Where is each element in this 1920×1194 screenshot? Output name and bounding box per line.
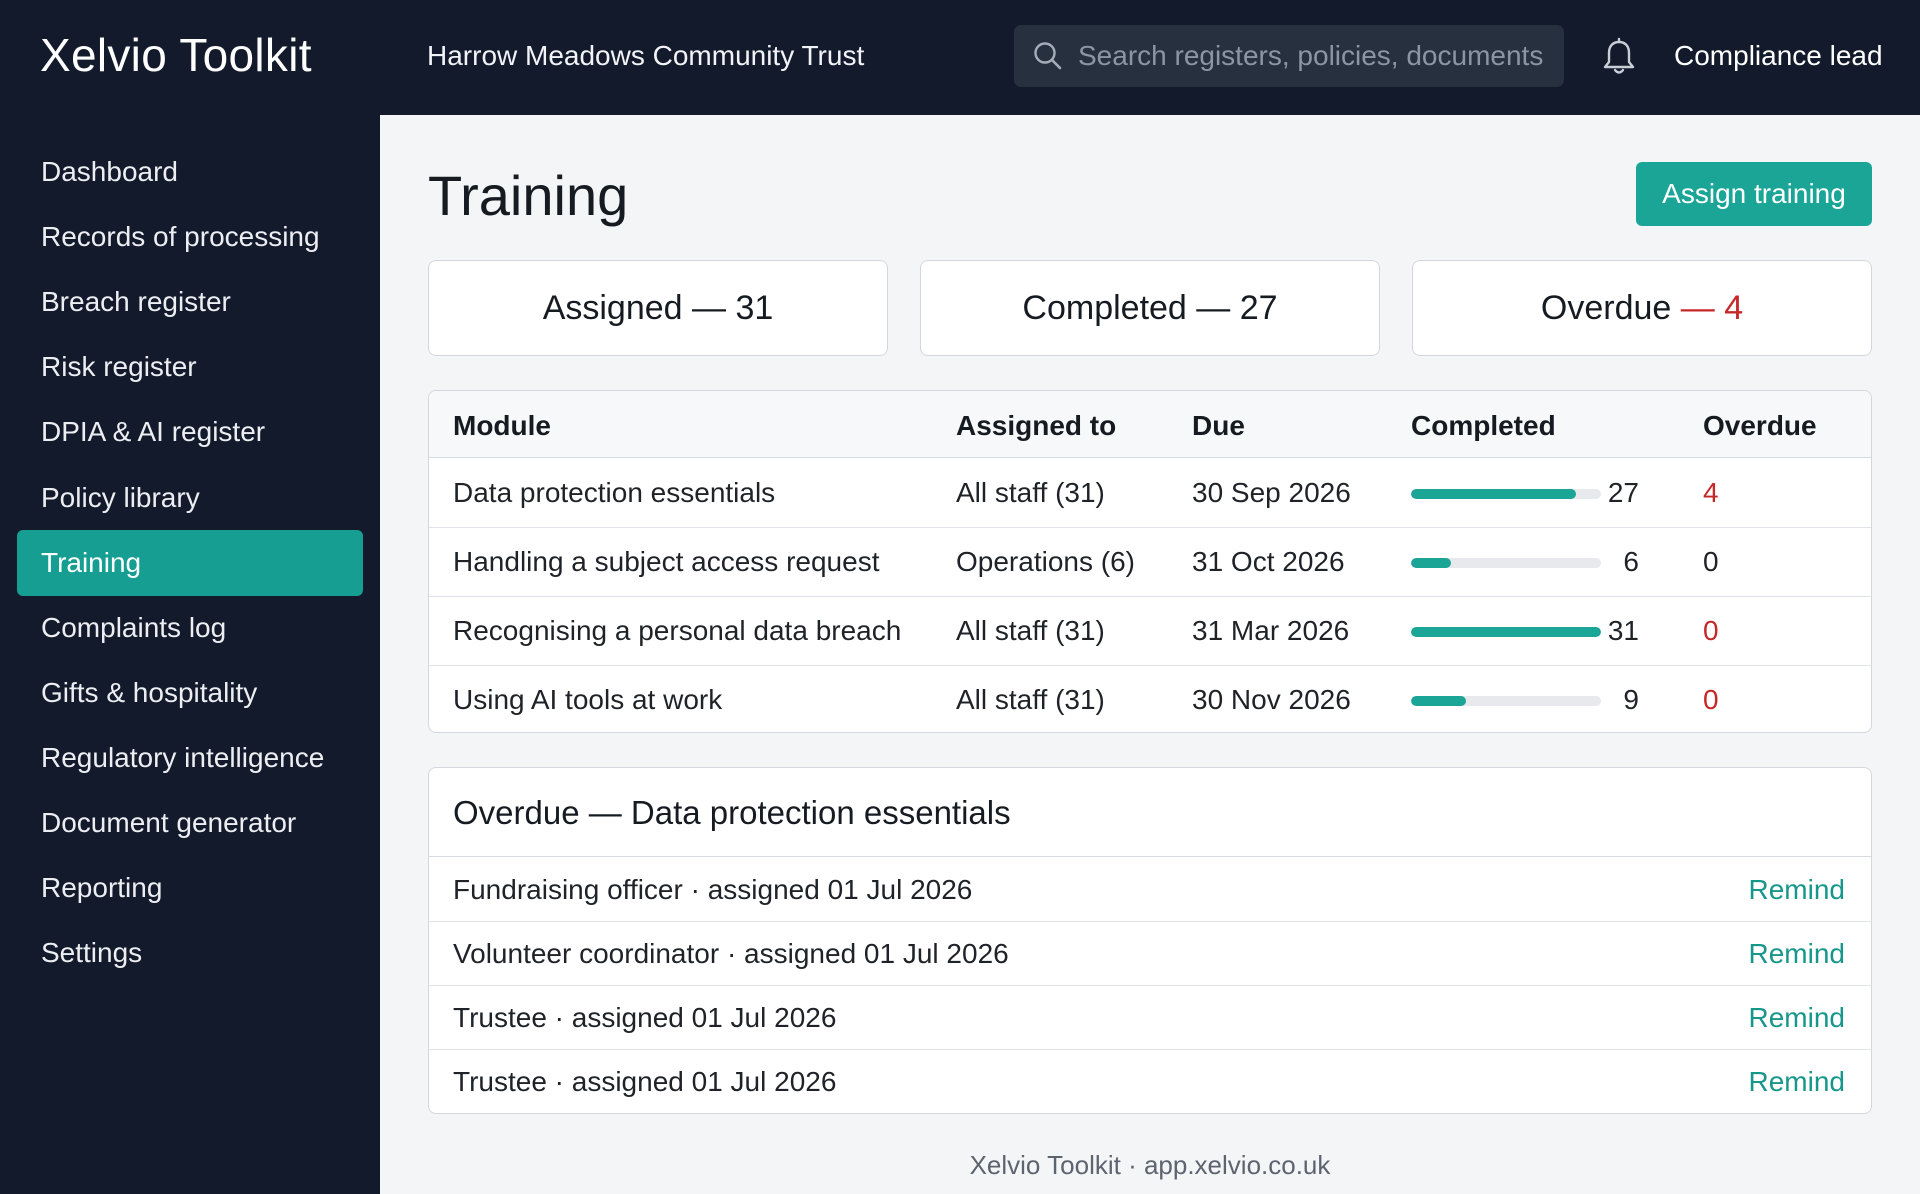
assigned-to: All staff (31) [956,684,1105,715]
completion-progress-bar [1411,489,1601,499]
overdue-list-header: Overdue — Data protection essentials [429,768,1871,857]
main-content: Training Assign training Assigned — 31 C… [380,115,1920,1194]
stat-card-overdue: Overdue — 4 [1412,260,1872,356]
training-table: Module Assigned to Due Completed Overdue… [428,390,1872,733]
sidebar-item-document-generator[interactable]: Document generator [41,807,297,838]
module-name: Recognising a personal data breach [453,615,902,646]
sidebar-item-complaints-log[interactable]: Complaints log [41,612,227,643]
search-box[interactable] [1014,25,1564,87]
overdue-list: Overdue — Data protection essentials Fun… [428,767,1872,1114]
remind-link[interactable]: Remind [1748,1066,1845,1097]
table-row[interactable]: Recognising a personal data breach All s… [429,597,1871,666]
list-item: Volunteer coordinator · assigned 01 Jul … [429,922,1871,986]
module-name: Data protection essentials [453,477,776,508]
module-name: Handling a subject access request [453,546,880,577]
sidebar-item-settings[interactable]: Settings [41,937,143,968]
sidebar-item-policy-library[interactable]: Policy library [41,482,200,513]
sidebar-item-reporting[interactable]: Reporting [41,872,163,903]
remind-link[interactable]: Remind [1748,874,1845,905]
sidebar-item-dashboard[interactable]: Dashboard [41,156,178,187]
due-date: 31 Oct 2026 [1192,546,1345,577]
completion-progress-bar [1411,696,1601,706]
progress-fill [1411,696,1467,706]
completed-count: 27 [1607,477,1639,508]
top-bar: Xelvio Toolkit Harrow Meadows Community … [0,0,1920,115]
table-row[interactable]: Using AI tools at work All staff (31) 30… [429,666,1871,732]
overdue-assignee: Fundraising officer · assigned 01 Jul 20… [453,874,973,905]
stat-overdue-value: — 4 [1680,289,1744,327]
user-menu[interactable]: Compliance lead [1674,40,1883,71]
app-title[interactable]: Xelvio Toolkit [40,29,312,81]
column-header-module[interactable]: Module [453,410,551,441]
footer: Xelvio Toolkit · app.xelvio.co.uk [969,1150,1331,1180]
completed-count: 6 [1623,546,1639,577]
sidebar-item-dpia-ai-register[interactable]: DPIA & AI register [41,416,266,447]
overdue-list-title: Overdue — Data protection essentials [453,794,1011,831]
stat-card-assigned: Assigned — 31 [428,260,888,356]
table-header: Module Assigned to Due Completed Overdue [429,391,1871,458]
overdue-assignee: Trustee · assigned 01 Jul 2026 [453,1066,837,1097]
overdue-assignee: Volunteer coordinator · assigned 01 Jul … [453,938,1009,969]
sidebar-item-training[interactable]: Training [17,530,363,596]
stat-completed-label: Completed — [1022,289,1240,327]
overdue-count: 0 [1703,615,1719,646]
stat-completed-value: 27 [1239,289,1278,327]
table-row[interactable]: Data protection essentials All staff (31… [429,459,1871,528]
sidebar-item-gifts-hospitality[interactable]: Gifts & hospitality [41,677,258,708]
list-item: Fundraising officer · assigned 01 Jul 20… [429,858,1871,922]
remind-link[interactable]: Remind [1748,1002,1845,1033]
bell-icon[interactable] [1600,37,1638,77]
progress-fill [1411,558,1451,568]
search-icon [1034,42,1062,70]
organisation-name: Harrow Meadows Community Trust [427,40,865,71]
overdue-count: 0 [1703,684,1719,715]
table-row[interactable]: Handling a subject access request Operat… [429,528,1871,597]
sidebar-item-breach-register[interactable]: Breach register [41,286,231,317]
completed-count: 31 [1607,615,1639,646]
overdue-assignee: Trustee · assigned 01 Jul 2026 [453,1002,837,1033]
list-item: Trustee · assigned 01 Jul 2026 Remind [429,986,1871,1050]
overdue-count: 0 [1703,546,1719,577]
completed-count: 9 [1623,684,1639,715]
search-input[interactable] [1078,25,1548,87]
page-title: Training [428,164,629,227]
stat-assigned-value: 31 [735,289,774,327]
column-header-completed[interactable]: Completed [1411,410,1556,441]
due-date: 31 Mar 2026 [1192,615,1350,646]
assign-training-button[interactable]: Assign training [1636,162,1872,226]
column-header-assigned-to[interactable]: Assigned to [956,410,1117,441]
module-name: Using AI tools at work [453,684,723,715]
assigned-to: All staff (31) [956,615,1105,646]
due-date: 30 Nov 2026 [1192,684,1351,715]
stat-assigned-label: Assigned — [542,289,736,327]
due-date: 30 Sep 2026 [1192,477,1351,508]
stat-overdue-label: Overdue [1540,289,1681,327]
overdue-count: 4 [1703,477,1719,508]
remind-link[interactable]: Remind [1748,938,1845,969]
progress-fill [1411,627,1601,637]
stat-card-completed: Completed — 27 [920,260,1380,356]
list-item: Trustee · assigned 01 Jul 2026 Remind [429,1050,1871,1113]
completion-progress-bar [1411,558,1601,568]
sidebar: Dashboard Records of processing Breach r… [0,115,380,1194]
completion-progress-bar [1411,627,1601,637]
sidebar-item-records-of-processing[interactable]: Records of processing [41,221,320,252]
sidebar-item-regulatory-intelligence[interactable]: Regulatory intelligence [41,742,325,773]
assigned-to: Operations (6) [956,546,1135,577]
assigned-to: All staff (31) [956,477,1105,508]
progress-fill [1411,489,1577,499]
sidebar-item-risk-register[interactable]: Risk register [41,351,197,382]
column-header-due[interactable]: Due [1192,410,1245,441]
column-header-overdue[interactable]: Overdue [1703,410,1817,441]
